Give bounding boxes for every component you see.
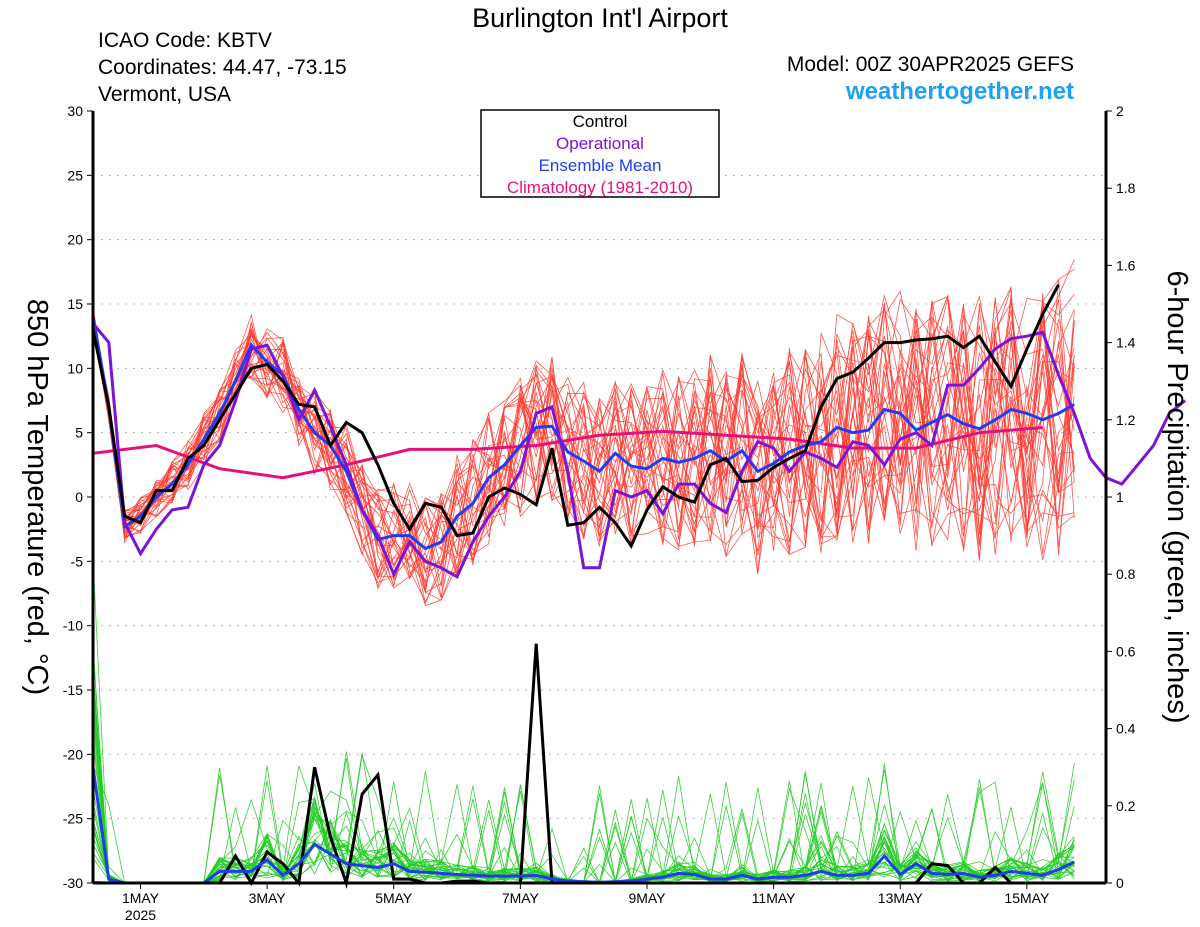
legend-entry: Ensemble Mean bbox=[539, 156, 662, 175]
precip-member-line bbox=[92, 705, 1075, 884]
y-tick-label-left: 15 bbox=[67, 296, 83, 312]
x-tick-label: 5MAY bbox=[375, 890, 413, 906]
y-tick-label-right: 1.6 bbox=[1116, 257, 1136, 273]
main-series bbox=[91, 283, 1187, 889]
x-tick-label: 13MAY bbox=[878, 890, 924, 906]
precip-member-line bbox=[92, 676, 1075, 884]
temp-member-line bbox=[92, 295, 1075, 589]
y-tick-label-left: 20 bbox=[67, 232, 83, 248]
coordinates: Coordinates: 44.47, -73.15 bbox=[98, 56, 347, 79]
y-tick-label-left: -10 bbox=[63, 618, 83, 634]
precip-member-line bbox=[92, 672, 1075, 884]
y-tick-label-left: 0 bbox=[75, 489, 83, 505]
x-tick-label: 3MAY bbox=[249, 890, 287, 906]
temp-mean-line bbox=[91, 316, 1076, 551]
y-tick-label-right: 0.8 bbox=[1116, 566, 1136, 582]
x-tick-label: 15MAY bbox=[1004, 890, 1050, 906]
precip-member-line bbox=[92, 559, 1075, 884]
temp-control-line bbox=[91, 283, 1060, 549]
site-link[interactable]: weathertogether.net bbox=[845, 78, 1074, 105]
y-tick-label-left: -25 bbox=[63, 811, 83, 827]
y-tick-label-left: -30 bbox=[63, 875, 83, 891]
y-tick-label-left: 25 bbox=[67, 167, 83, 183]
climatology-series bbox=[92, 426, 1043, 480]
temp-operational-line bbox=[91, 322, 1187, 579]
legend: Control Operational Ensemble Mean Climatolo… bbox=[480, 109, 720, 198]
precip-member-line bbox=[92, 696, 1075, 884]
y-tick-label-right: 1.8 bbox=[1116, 180, 1136, 196]
x-tick-label: 7MAY bbox=[502, 890, 540, 906]
chart-axes bbox=[91, 111, 1108, 885]
y-tick-label-right: 1 bbox=[1116, 489, 1124, 505]
temp-member-line bbox=[92, 293, 1075, 599]
model-run: Model: 00Z 30APR2025 GEFS bbox=[786, 53, 1074, 76]
precip-member-line bbox=[92, 696, 1075, 884]
y-tick-label-left: -5 bbox=[71, 553, 84, 569]
legend-entry: Climatology (1981-2010) bbox=[507, 178, 693, 197]
x-tick-label: 9MAY bbox=[628, 890, 666, 906]
y-axis-label-right: 6-hour Precipitation (green, inches) bbox=[1161, 271, 1193, 724]
y-tick-label-left: -20 bbox=[63, 746, 83, 762]
precip-member-line bbox=[92, 721, 1075, 884]
y-tick-label-left: 5 bbox=[75, 425, 83, 441]
chart-grid bbox=[93, 174, 1106, 820]
x-tick-label: 11MAY bbox=[752, 890, 796, 906]
axis-ticks: 302520151050-5-10-15-20-25-3021.81.61.41… bbox=[63, 103, 1136, 923]
precip-control-line bbox=[92, 643, 1059, 889]
temp-member-line bbox=[92, 302, 1075, 594]
icao-code: ICAO Code: KBTV bbox=[98, 29, 272, 52]
precip-member-line bbox=[92, 667, 1075, 884]
y-tick-label-right: 1.2 bbox=[1116, 412, 1136, 428]
y-axis-label-left: 850 hPa Temperature (red, °C) bbox=[21, 299, 53, 695]
temp-member-line bbox=[92, 309, 1075, 598]
legend-entry: Control bbox=[573, 112, 628, 131]
y-tick-label-right: 0 bbox=[1116, 875, 1124, 891]
y-tick-label-right: 2 bbox=[1116, 103, 1124, 119]
x-tick-label: 1MAY bbox=[122, 890, 160, 906]
legend-entry: Operational bbox=[556, 134, 644, 153]
temp-member-line bbox=[92, 268, 1075, 582]
region: Vermont, USA bbox=[98, 83, 232, 106]
page-title: Burlington Int'l Airport bbox=[472, 3, 728, 33]
y-tick-label-left: -15 bbox=[63, 682, 83, 698]
y-tick-label-right: 0.6 bbox=[1116, 643, 1136, 659]
legend-box bbox=[480, 109, 720, 198]
precip-member-line bbox=[92, 670, 1075, 884]
y-tick-label-left: 30 bbox=[67, 103, 83, 119]
y-tick-label-left: 10 bbox=[67, 360, 83, 376]
y-tick-label-right: 0.4 bbox=[1116, 721, 1136, 737]
x-tick-sublabel: 2025 bbox=[125, 907, 156, 923]
y-tick-label-right: 1.4 bbox=[1116, 335, 1136, 351]
ensemble-members bbox=[92, 259, 1075, 884]
y-tick-label-right: 0.2 bbox=[1116, 798, 1136, 814]
climatology-line bbox=[92, 426, 1043, 480]
